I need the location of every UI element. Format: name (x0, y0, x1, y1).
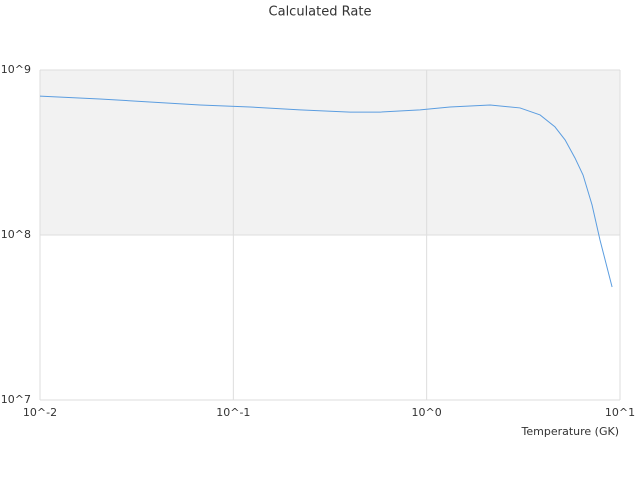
x-tick-label: 10^-2 (23, 406, 57, 419)
y-tick-label: 10^9 (1, 63, 31, 76)
x-axis-label: Temperature (GK) (521, 425, 620, 438)
chart-title: Calculated Rate (269, 5, 372, 20)
x-tick-label: 10^1 (605, 406, 635, 419)
x-tick-label: 10^0 (412, 406, 442, 419)
data-line (39, 95, 613, 288)
x-tick-label: 10^-1 (216, 406, 250, 419)
plot-band (40, 70, 620, 235)
y-tick-label: 10^8 (1, 228, 31, 241)
y-tick-label: 10^7 (1, 393, 31, 406)
